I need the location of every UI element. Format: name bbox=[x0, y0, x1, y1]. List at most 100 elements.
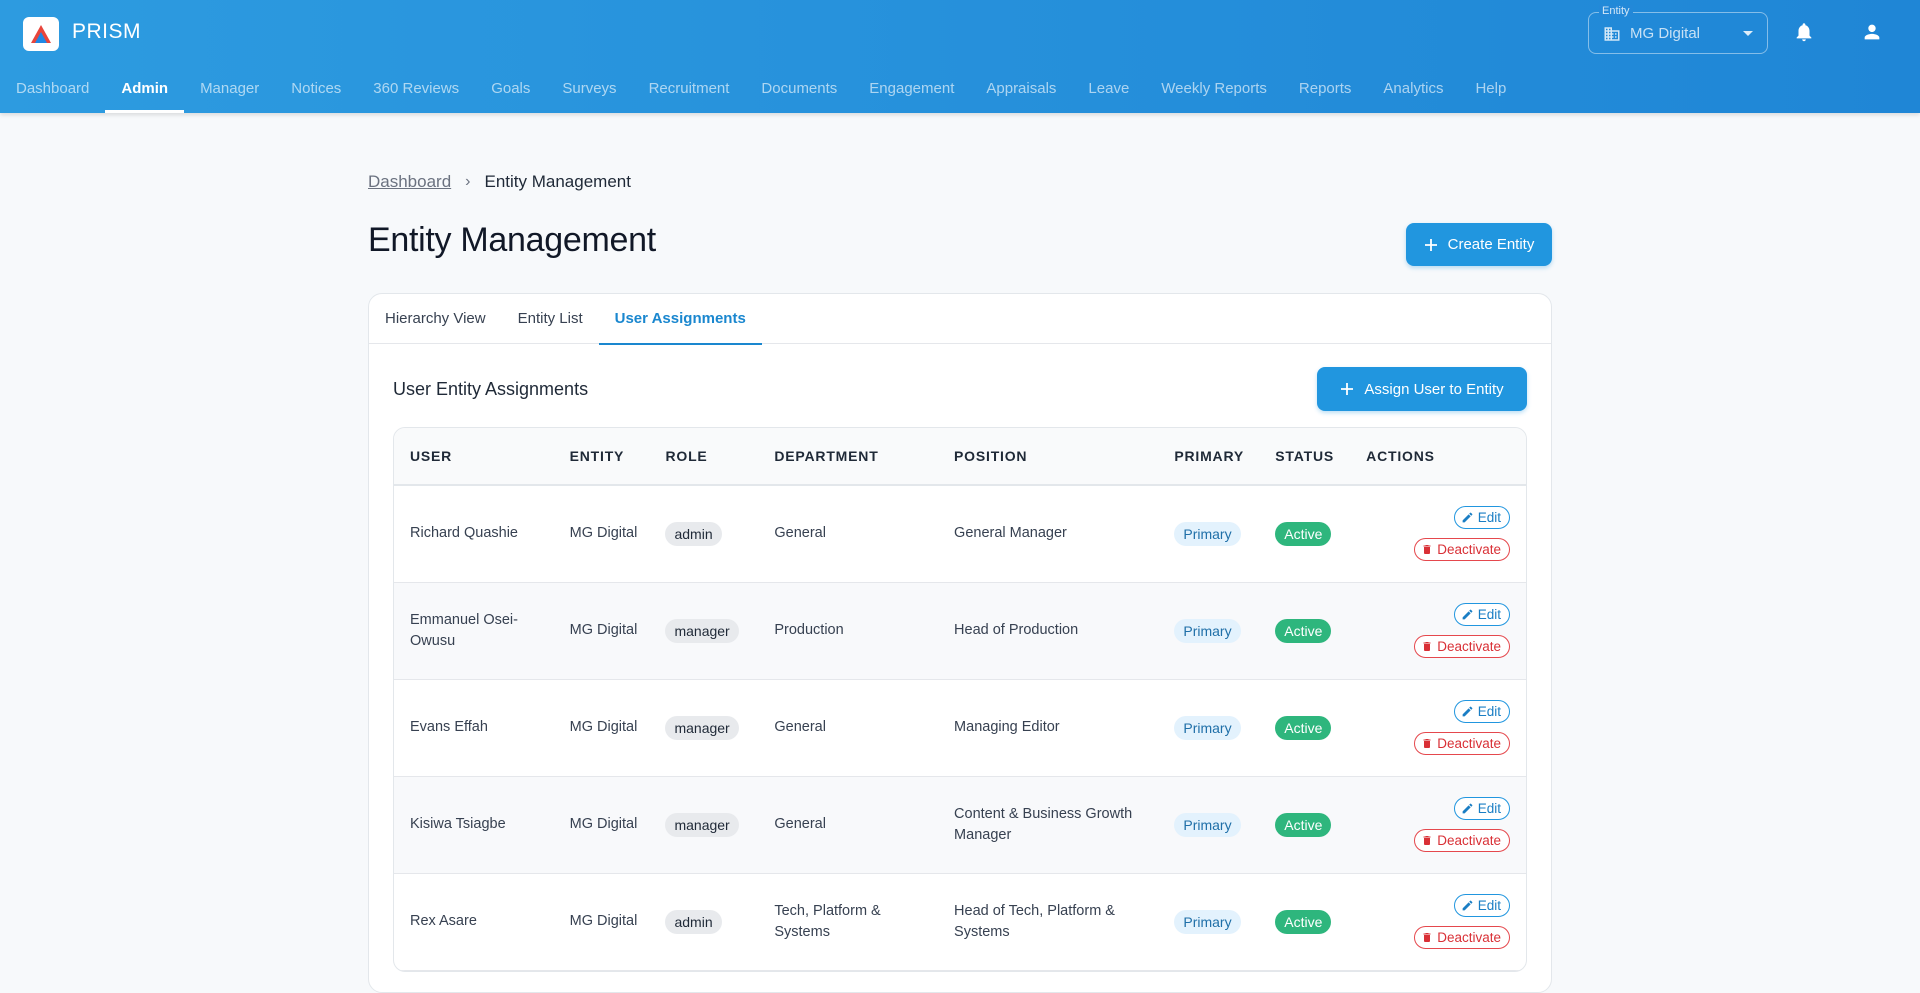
nav-item-analytics[interactable]: Analytics bbox=[1383, 80, 1444, 97]
cell-role: admin bbox=[649, 873, 758, 970]
caret-down-icon bbox=[1743, 31, 1753, 36]
cell-status: Active bbox=[1259, 485, 1350, 582]
cell-department: Tech, Platform & Systems bbox=[774, 902, 881, 940]
plus-icon bbox=[1341, 383, 1354, 395]
nav-item-recruitment[interactable]: Recruitment bbox=[648, 80, 730, 97]
status-badge: Active bbox=[1275, 715, 1332, 740]
primary-chip: Primary bbox=[1174, 909, 1241, 934]
tab-user-assignments[interactable]: User Assignments bbox=[598, 294, 762, 345]
role-chip: admin bbox=[665, 909, 722, 934]
entity-select[interactable]: Entity MG Digital bbox=[1588, 5, 1768, 54]
app-header: PRISM Entity MG Digital Dashboard Admin Ma… bbox=[0, 0, 1920, 113]
cell-position: Head of Tech, Platform & Systems bbox=[954, 902, 1115, 940]
column-header-entity: ENTITY bbox=[553, 428, 650, 486]
row-actions: Edit Deactivate bbox=[1366, 603, 1510, 658]
app-name: PRISM bbox=[72, 20, 142, 43]
deactivate-button[interactable]: Deactivate bbox=[1414, 926, 1510, 949]
nav-item-notices[interactable]: Notices bbox=[291, 80, 342, 97]
breadcrumb-dashboard-link[interactable]: Dashboard bbox=[368, 172, 452, 191]
cell-user: Evans Effah bbox=[410, 719, 488, 735]
cell-role: manager bbox=[649, 679, 758, 776]
primary-chip: Primary bbox=[1174, 521, 1241, 546]
nav-item-manager[interactable]: Manager bbox=[200, 80, 260, 97]
cell-department: General bbox=[774, 816, 826, 832]
entity-select-caption: Entity bbox=[1599, 5, 1633, 17]
assign-user-label: Assign User to Entity bbox=[1364, 380, 1504, 398]
bell-icon[interactable] bbox=[1793, 21, 1815, 43]
assign-user-button[interactable]: Assign User to Entity bbox=[1317, 367, 1527, 411]
nav-item-leave[interactable]: Leave bbox=[1088, 80, 1130, 97]
status-badge: Active bbox=[1275, 812, 1332, 837]
trash-icon bbox=[1423, 545, 1431, 555]
cell-actions: Edit Deactivate bbox=[1350, 776, 1526, 873]
role-chip: manager bbox=[665, 618, 739, 643]
edit-button[interactable]: Edit bbox=[1453, 506, 1510, 530]
nav-item-360-reviews[interactable]: 360 Reviews bbox=[373, 80, 460, 97]
cell-entity: MG Digital bbox=[569, 816, 638, 832]
deactivate-button[interactable]: Deactivate bbox=[1414, 829, 1510, 852]
deactivate-button[interactable]: Deactivate bbox=[1414, 538, 1510, 562]
nav-item-reports[interactable]: Reports bbox=[1298, 80, 1352, 97]
tab-hierarchy-view[interactable]: Hierarchy View bbox=[385, 310, 486, 327]
table-body: Richard Quashie MG Digital admin General Gen… bbox=[394, 485, 1526, 970]
cell-actions: Edit Deactivate bbox=[1350, 485, 1526, 582]
nav-item-dashboard[interactable]: Dashboard bbox=[16, 80, 90, 97]
role-chip: manager bbox=[665, 812, 739, 837]
cell-actions: Edit Deactivate bbox=[1350, 873, 1526, 970]
cell-user: Richard Quashie bbox=[410, 525, 518, 542]
row-actions: Edit Deactivate bbox=[1366, 700, 1510, 755]
column-header-status: STATUS bbox=[1259, 428, 1351, 486]
primary-chip: Primary bbox=[1174, 715, 1241, 740]
pencil-icon bbox=[1462, 706, 1473, 717]
main-nav: Dashboard Admin Manager Notices 360 Reviews G… bbox=[0, 63, 1522, 113]
column-header-role: ROLE bbox=[649, 428, 759, 486]
edit-button[interactable]: Edit bbox=[1453, 603, 1510, 626]
edit-button[interactable]: Edit bbox=[1453, 797, 1510, 820]
edit-button[interactable]: Edit bbox=[1453, 894, 1510, 917]
nav-item-surveys[interactable]: Surveys bbox=[562, 80, 617, 97]
create-entity-label: Create Entity bbox=[1447, 236, 1535, 253]
row-actions: Edit Deactivate bbox=[1366, 894, 1510, 949]
chevron-right-icon: › bbox=[465, 173, 471, 190]
nav-item-admin[interactable]: Admin bbox=[105, 63, 184, 113]
table-row: Richard Quashie MG Digital admin General Gen… bbox=[394, 485, 1526, 582]
cell-primary: Primary bbox=[1158, 485, 1259, 582]
cell-entity: MG Digital bbox=[569, 525, 638, 542]
tab-entity-list[interactable]: Entity List bbox=[517, 310, 583, 327]
cell-role: admin bbox=[649, 485, 758, 582]
cell-role: manager bbox=[649, 776, 758, 873]
trash-icon bbox=[1423, 836, 1431, 845]
deactivate-button[interactable]: Deactivate bbox=[1414, 732, 1510, 755]
deactivate-button[interactable]: Deactivate bbox=[1414, 635, 1510, 658]
nav-item-documents[interactable]: Documents bbox=[761, 80, 838, 97]
account-icon[interactable] bbox=[1861, 21, 1883, 43]
cell-status: Active bbox=[1259, 776, 1350, 873]
table-row: Kisiwa Tsiagbe MG Digital manager General Co… bbox=[394, 776, 1526, 873]
cell-department: Production bbox=[774, 622, 844, 638]
cell-position: Content & Business Growth Manager bbox=[954, 805, 1133, 843]
table-row: Emmanuel Osei-Owusu MG Digital manager Prod… bbox=[394, 582, 1526, 679]
create-entity-button[interactable]: Create Entity bbox=[1406, 223, 1552, 266]
row-actions: Edit Deactivate bbox=[1366, 506, 1510, 562]
edit-button[interactable]: Edit bbox=[1453, 700, 1510, 723]
cell-actions: Edit Deactivate bbox=[1350, 679, 1526, 776]
nav-item-engagement[interactable]: Engagement bbox=[869, 80, 955, 97]
trash-icon bbox=[1423, 933, 1431, 942]
deactivate-label: Deactivate bbox=[1437, 542, 1501, 558]
breadcrumb-current: Entity Management bbox=[484, 172, 631, 191]
nav-item-goals[interactable]: Goals bbox=[491, 80, 531, 97]
nav-item-weekly-reports[interactable]: Weekly Reports bbox=[1161, 80, 1267, 97]
tab-bar: Hierarchy View Entity List User Assignment… bbox=[369, 294, 1551, 345]
cell-department: General bbox=[774, 525, 826, 542]
nav-item-help[interactable]: Help bbox=[1475, 80, 1507, 97]
deactivate-label: Deactivate bbox=[1437, 736, 1501, 751]
cell-user: Kisiwa Tsiagbe bbox=[410, 816, 506, 832]
column-header-position: POSITION bbox=[938, 428, 1159, 486]
nav-item-appraisals[interactable]: Appraisals bbox=[986, 80, 1057, 97]
column-header-department: DEPARTMENT bbox=[758, 428, 939, 486]
edit-label: Edit bbox=[1477, 607, 1501, 622]
logo[interactable] bbox=[23, 17, 59, 51]
cell-position: Managing Editor bbox=[954, 719, 1060, 735]
table-row: Evans Effah MG Digital manager General Manag… bbox=[394, 679, 1526, 776]
column-header-user: USER bbox=[394, 428, 554, 486]
